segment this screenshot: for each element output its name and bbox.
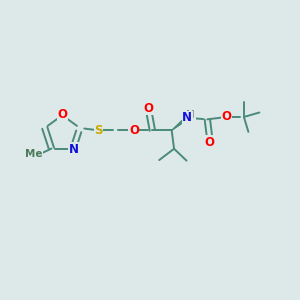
Text: Me: Me — [25, 149, 42, 159]
Polygon shape — [172, 118, 187, 130]
Text: O: O — [205, 136, 215, 149]
Text: N: N — [69, 143, 79, 156]
Text: O: O — [57, 108, 67, 121]
Text: O: O — [144, 101, 154, 115]
Text: S: S — [94, 124, 103, 137]
Text: N: N — [182, 111, 192, 124]
Text: O: O — [129, 124, 139, 137]
Text: H: H — [186, 110, 195, 121]
Text: O: O — [222, 110, 232, 124]
